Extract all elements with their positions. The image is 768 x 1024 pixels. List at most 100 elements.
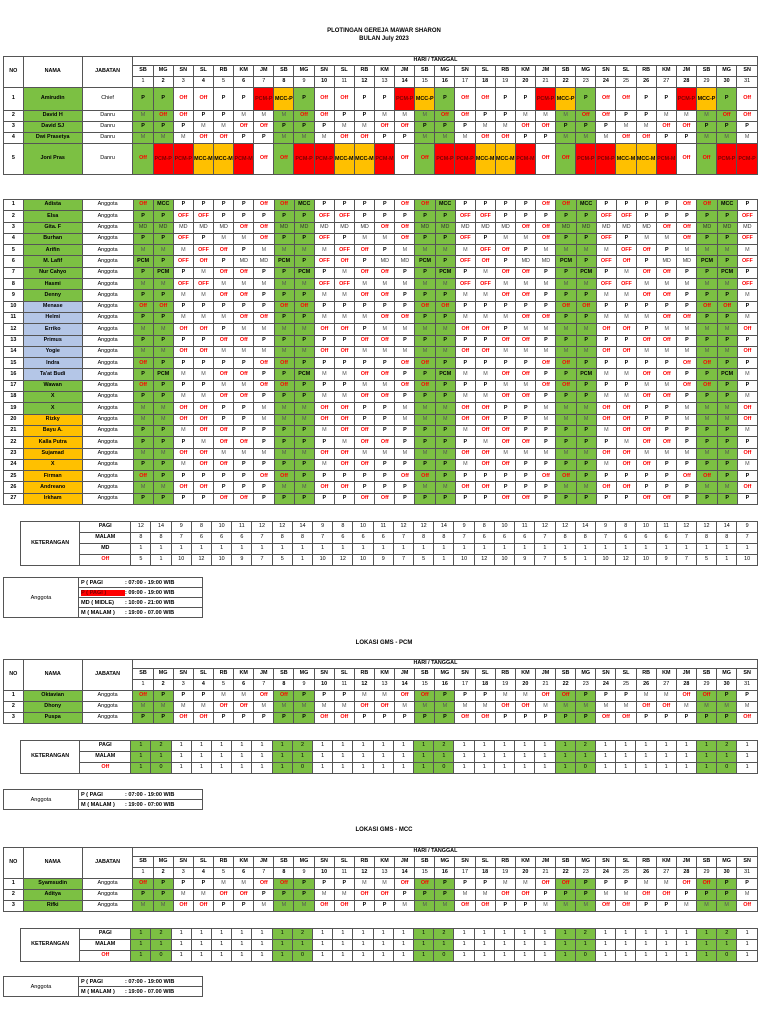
shift-cell[interactable]: M (434, 447, 456, 460)
shift-cell[interactable]: PCM (716, 368, 738, 381)
shift-cell[interactable]: Off (514, 889, 536, 901)
shift-cell[interactable]: Off (454, 900, 476, 912)
shift-cell[interactable]: P (716, 458, 738, 472)
shift-cell[interactable]: P (515, 458, 537, 472)
shift-cell[interactable]: MCC-M (474, 143, 496, 175)
shift-cell[interactable]: Off (555, 379, 577, 393)
shift-cell[interactable]: P (434, 87, 456, 111)
shift-cell[interactable]: Off (736, 900, 758, 912)
shift-cell[interactable]: M (595, 311, 617, 325)
shift-cell[interactable]: Off (132, 357, 154, 370)
shift-cell[interactable]: M (172, 132, 194, 144)
shift-cell[interactable]: P (474, 198, 497, 212)
shift-cell[interactable]: M (333, 368, 356, 381)
shift-cell[interactable]: P (273, 266, 295, 280)
shift-cell[interactable]: Off (172, 447, 194, 460)
shift-cell[interactable]: P (313, 878, 335, 890)
shift-cell[interactable]: P (192, 357, 215, 370)
shift-cell[interactable]: M (172, 391, 194, 404)
shift-cell[interactable]: P (172, 198, 194, 212)
shift-cell[interactable]: Off (394, 232, 416, 246)
shift-cell[interactable]: P (313, 266, 335, 280)
shift-cell[interactable]: Off (333, 132, 355, 144)
shift-cell[interactable]: M (495, 345, 517, 359)
shift-cell[interactable]: P (535, 424, 557, 438)
shift-cell[interactable]: Off (354, 492, 376, 506)
shift-cell[interactable]: Off (273, 143, 295, 175)
shift-cell[interactable]: P (293, 289, 315, 302)
shift-cell[interactable]: P (474, 690, 496, 702)
shift-cell[interactable]: Off (192, 255, 215, 268)
shift-cell[interactable]: P (696, 289, 718, 302)
shift-cell[interactable]: P (293, 690, 315, 702)
shift-cell[interactable]: P (132, 492, 154, 506)
shift-cell[interactable]: P (132, 712, 154, 724)
shift-cell[interactable]: P (636, 198, 658, 212)
shift-cell[interactable]: MD (716, 221, 738, 234)
shift-cell[interactable]: Off (454, 323, 476, 336)
shift-cell[interactable]: Off (313, 110, 335, 122)
shift-cell[interactable]: P (736, 878, 758, 890)
shift-cell[interactable]: M (394, 413, 416, 426)
shift-cell[interactable]: PCM-P (434, 143, 456, 175)
shift-cell[interactable]: P (293, 391, 315, 404)
shift-cell[interactable]: P (555, 289, 577, 302)
shift-cell[interactable]: M (454, 289, 476, 302)
shift-cell[interactable]: Off (615, 132, 637, 144)
shift-cell[interactable]: M (313, 424, 335, 438)
shift-cell[interactable]: P (313, 334, 335, 347)
shift-cell[interactable]: MD (192, 221, 215, 234)
shift-cell[interactable]: Off (353, 889, 375, 901)
shift-cell[interactable]: M (253, 447, 275, 460)
shift-cell[interactable]: M (132, 900, 154, 912)
shift-cell[interactable]: OFF (192, 278, 215, 291)
shift-cell[interactable]: Off (333, 413, 356, 426)
shift-cell[interactable]: M (716, 323, 738, 336)
shift-cell[interactable]: M (595, 701, 617, 713)
shift-cell[interactable]: P (192, 198, 215, 212)
shift-cell[interactable]: Off (313, 712, 335, 724)
shift-cell[interactable]: P (293, 436, 315, 449)
shift-cell[interactable]: M (434, 323, 456, 336)
shift-cell[interactable]: P (434, 391, 456, 404)
shift-cell[interactable]: M (394, 323, 416, 336)
shift-cell[interactable]: Off (454, 712, 476, 724)
shift-cell[interactable]: M (736, 132, 758, 144)
shift-cell[interactable]: M (434, 413, 456, 426)
shift-cell[interactable]: Off (233, 266, 255, 280)
shift-cell[interactable]: P (434, 357, 456, 370)
shift-cell[interactable]: P (454, 492, 476, 506)
shift-cell[interactable]: M (636, 232, 658, 246)
shift-cell[interactable]: P (676, 334, 698, 347)
shift-cell[interactable]: Off (333, 87, 355, 111)
shift-cell[interactable]: Off (555, 690, 577, 702)
shift-cell[interactable]: M (454, 368, 476, 381)
shift-cell[interactable]: P (555, 121, 577, 133)
shift-cell[interactable]: M (474, 266, 497, 280)
shift-cell[interactable]: P (233, 210, 255, 223)
shift-cell[interactable]: P (313, 357, 335, 370)
shift-cell[interactable]: P (213, 402, 235, 415)
shift-cell[interactable]: M (333, 889, 355, 901)
shift-cell[interactable]: MD (434, 221, 456, 234)
shift-cell[interactable]: M (212, 878, 235, 890)
shift-cell[interactable]: P (454, 878, 476, 890)
shift-cell[interactable]: P (354, 198, 376, 212)
shift-cell[interactable]: P (233, 470, 255, 483)
shift-cell[interactable]: P (636, 210, 658, 223)
shift-cell[interactable]: P (354, 300, 376, 313)
shift-cell[interactable]: P (736, 492, 759, 506)
shift-cell[interactable]: M (333, 266, 356, 280)
shift-cell[interactable]: Off (635, 132, 657, 144)
shift-cell[interactable]: P (394, 132, 416, 144)
shift-cell[interactable]: Off (656, 221, 678, 234)
shift-cell[interactable]: Off (636, 492, 658, 506)
shift-cell[interactable]: M (414, 402, 436, 415)
shift-cell[interactable]: P (333, 690, 355, 702)
shift-cell[interactable]: Off (354, 424, 376, 438)
shift-cell[interactable]: M (515, 232, 537, 246)
shift-cell[interactable]: M (736, 311, 759, 325)
shift-cell[interactable]: Off (374, 436, 396, 449)
shift-cell[interactable]: Off (515, 221, 537, 234)
shift-cell[interactable]: M (333, 701, 355, 713)
